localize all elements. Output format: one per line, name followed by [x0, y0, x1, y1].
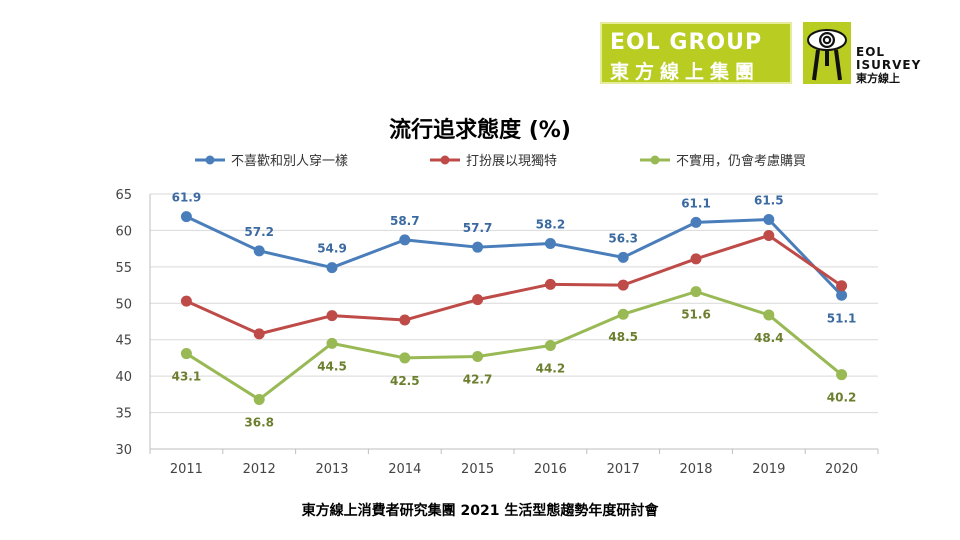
x-tick-label-0: 2011 — [170, 462, 203, 477]
data-label-2-4: 42.7 — [463, 372, 493, 386]
data-point-1-2 — [326, 310, 338, 322]
data-point-0-5 — [544, 238, 556, 250]
logo-survey-line2: ISURVEY — [856, 58, 922, 72]
data-point-2-8 — [763, 309, 775, 321]
eol-group-logo: EOL GROUP 東方線上集團 — [600, 22, 792, 84]
legend-label-0: 不喜歡和別人穿一樣 — [231, 154, 349, 169]
data-point-2-0 — [180, 348, 192, 360]
logo-group-line1: EOL GROUP — [610, 30, 763, 55]
legend-swatch-1 — [430, 155, 460, 164]
data-point-2-6 — [617, 308, 629, 320]
data-point-0-2 — [326, 262, 338, 274]
data-point-0-9 — [836, 289, 848, 301]
x-tick-label-9: 2020 — [825, 462, 858, 477]
data-point-2-9 — [836, 369, 848, 381]
logo-survey-line1: EOL — [856, 45, 886, 59]
x-tick-label-7: 2018 — [679, 462, 712, 477]
series-line-2 — [185, 290, 843, 401]
data-point-1-4 — [472, 294, 484, 306]
data-label-0-9: 51.1 — [827, 311, 857, 325]
data-label-2-5: 44.2 — [536, 362, 566, 376]
x-tick-label-5: 2016 — [534, 462, 567, 477]
x-tick-label-1: 2012 — [243, 462, 276, 477]
y-tick-label-1: 35 — [115, 407, 132, 422]
y-tick-label-3: 45 — [115, 334, 132, 349]
eol-isurvey-logo: EOL ISURVEY 東方線上 — [856, 45, 922, 86]
chart-legend: 不喜歡和別人穿一樣 打扮展以現獨特 不實用，仍會考慮購買 — [0, 150, 960, 172]
data-label-2-2: 44.5 — [317, 359, 347, 373]
legend-label-1: 打扮展以現獨特 — [466, 154, 558, 169]
data-point-0-0 — [180, 211, 192, 223]
y-tick-label-7: 65 — [115, 188, 132, 203]
data-point-2-2 — [326, 337, 338, 349]
data-label-0-7: 61.1 — [681, 196, 711, 210]
data-point-0-4 — [472, 241, 484, 253]
data-label-2-1: 36.8 — [244, 415, 274, 429]
data-point-1-9 — [836, 280, 848, 292]
data-label-0-3: 58.7 — [390, 214, 420, 228]
data-point-0-3 — [399, 234, 411, 246]
data-point-0-1 — [253, 245, 265, 257]
y-tick-label-6: 60 — [115, 224, 132, 239]
logo-survey-line3: 東方線上 — [856, 72, 900, 85]
legend-item-2: 不實用，仍會考慮購買 — [640, 150, 806, 169]
footer-caption: 東方線上消費者研究集團 2021 生活型態趨勢年度研討會 — [301, 503, 659, 519]
legend-swatch-0 — [195, 155, 225, 164]
data-point-2-7 — [690, 286, 702, 298]
y-tick-label-4: 50 — [115, 297, 132, 312]
data-point-1-0 — [180, 295, 192, 307]
eye-logo-icon — [803, 22, 851, 84]
x-tick-label-3: 2014 — [388, 462, 421, 477]
series-line-0 — [185, 215, 843, 297]
data-label-0-5: 58.2 — [536, 218, 566, 232]
logo-group-line2: 東方線上集團 — [610, 61, 761, 83]
legend-swatch-2 — [640, 155, 670, 164]
data-point-1-8 — [763, 230, 775, 242]
data-point-0-6 — [617, 251, 629, 263]
data-label-0-2: 54.9 — [317, 242, 347, 256]
data-point-1-7 — [690, 253, 702, 265]
x-tick-label-6: 2017 — [607, 462, 640, 477]
data-point-2-3 — [399, 352, 411, 364]
legend-label-2: 不實用，仍會考慮購買 — [676, 154, 807, 169]
data-point-0-8 — [763, 214, 775, 225]
data-label-2-3: 42.5 — [390, 374, 420, 388]
data-point-0-7 — [690, 216, 702, 228]
x-tick-label-8: 2019 — [752, 462, 785, 477]
data-point-1-1 — [253, 328, 265, 340]
x-tick-label-4: 2015 — [461, 462, 494, 477]
y-tick-label-0: 30 — [115, 443, 132, 458]
legend-item-0: 不喜歡和別人穿一樣 — [195, 150, 348, 169]
y-tick-label-5: 55 — [115, 261, 132, 276]
chart-title: 流行追求態度 (%) — [389, 118, 571, 143]
data-point-1-3 — [399, 314, 411, 326]
data-label-2-7: 51.6 — [681, 308, 711, 322]
y-tick-label-2: 40 — [115, 370, 132, 385]
data-point-2-1 — [253, 393, 265, 405]
data-label-0-0: 61.9 — [172, 191, 202, 205]
data-point-1-5 — [544, 278, 556, 290]
data-label-0-6: 56.3 — [608, 231, 638, 245]
data-point-2-4 — [472, 350, 484, 362]
data-point-1-6 — [617, 279, 629, 291]
series-line-1 — [185, 234, 843, 336]
data-label-0-1: 57.2 — [244, 225, 274, 239]
data-label-2-8: 48.4 — [754, 331, 784, 345]
data-label-2-6: 48.5 — [608, 330, 638, 344]
data-point-2-5 — [544, 340, 556, 352]
data-label-2-0: 43.1 — [172, 370, 202, 384]
data-label-0-8: 61.5 — [754, 194, 784, 208]
x-tick-label-2: 2013 — [315, 462, 348, 477]
data-label-0-4: 57.7 — [463, 221, 493, 235]
legend-item-1: 打扮展以現獨特 — [430, 150, 557, 169]
data-label-2-9: 40.2 — [827, 391, 857, 405]
